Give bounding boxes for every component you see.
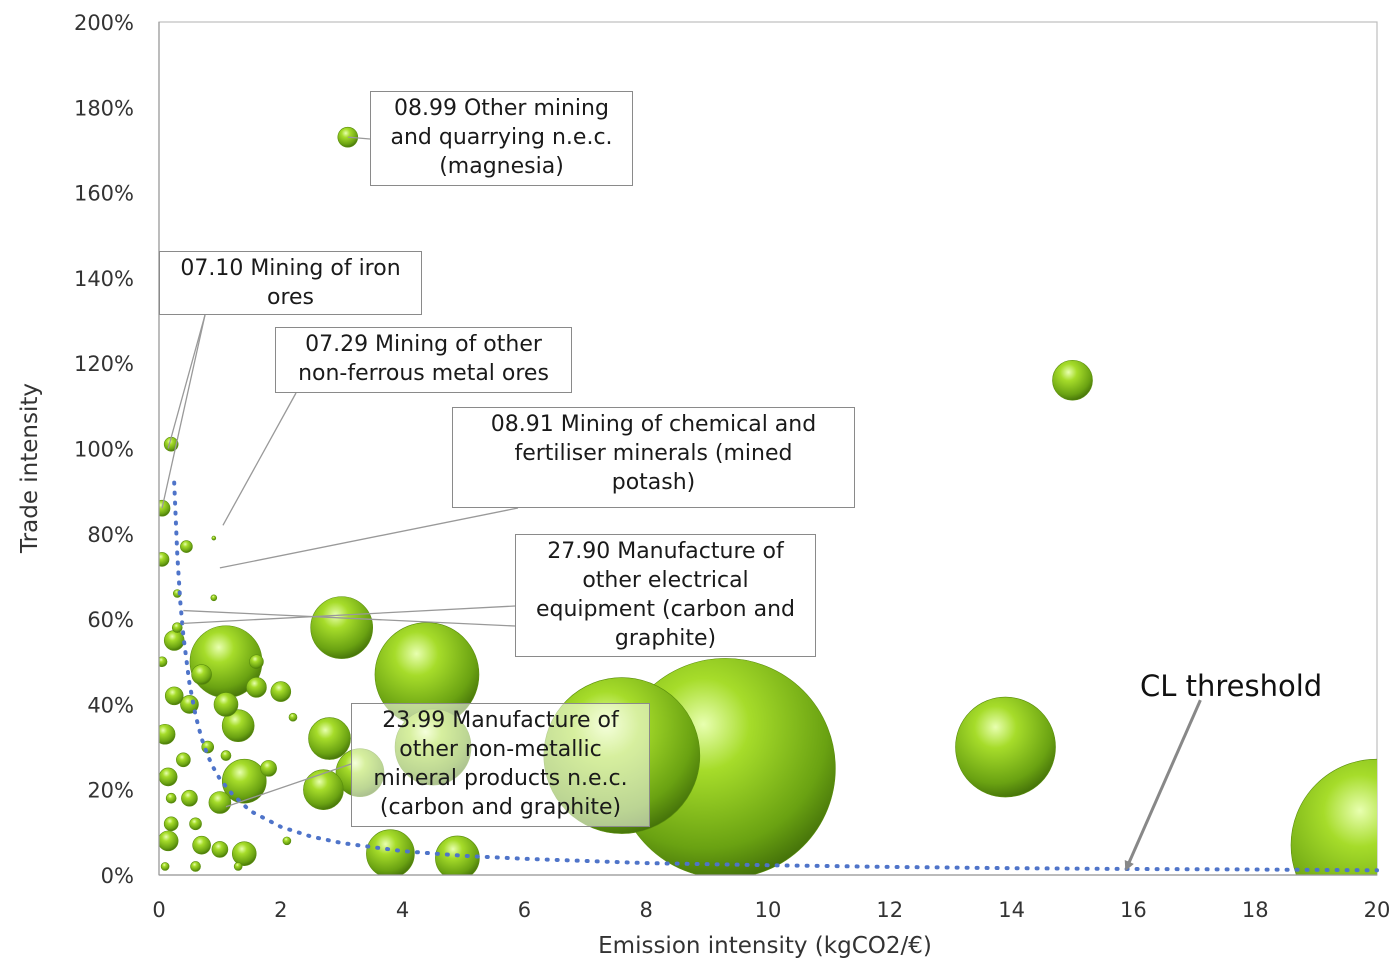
bubble-point xyxy=(233,862,243,871)
bubble-point xyxy=(190,861,201,872)
bubble-point xyxy=(303,769,344,811)
y-tick-label: 40% xyxy=(87,693,134,717)
x-tick-labels: 0 2 4 6 8 10 12 14 16 18 20 xyxy=(152,898,1390,922)
callout-leader xyxy=(347,136,371,140)
bubble-point xyxy=(955,696,1056,798)
y-tick-label: 140% xyxy=(74,267,134,291)
y-tick-label: 60% xyxy=(87,608,134,632)
x-tick-label: 6 xyxy=(518,898,531,922)
callout-leader-lines xyxy=(161,136,519,808)
bubble-point xyxy=(189,817,202,831)
bubble-point xyxy=(159,767,178,787)
bubble-point xyxy=(159,552,170,567)
bubble-point xyxy=(1290,758,1377,875)
cl-threshold-arrow xyxy=(1124,699,1202,872)
y-tick-label: 0% xyxy=(101,864,134,888)
bubble-point xyxy=(192,835,211,855)
bubble-point xyxy=(231,841,257,866)
bubble-point xyxy=(211,841,229,858)
callout-leader xyxy=(167,314,206,449)
x-tick-label: 12 xyxy=(876,898,903,922)
x-tick-label: 2 xyxy=(274,898,287,922)
bubble-point xyxy=(310,596,374,659)
bubble-point xyxy=(181,789,198,807)
y-tick-label: 180% xyxy=(74,96,134,120)
bubble-point xyxy=(435,835,480,875)
bubble-point xyxy=(159,656,168,668)
bubble-point xyxy=(180,540,193,553)
bubble-point xyxy=(260,760,277,777)
x-axis-label: Emission intensity (kgCO2/€) xyxy=(598,933,932,959)
bubble-point xyxy=(191,664,212,685)
bubble-point xyxy=(163,816,179,832)
y-tick-label: 160% xyxy=(74,182,134,206)
y-axis-label: Trade intensity xyxy=(17,383,43,554)
callout-electrical-equipment: 27.90 Manufacture of other electrical eq… xyxy=(515,534,816,657)
bubble-point xyxy=(282,836,292,846)
callout-leader xyxy=(161,314,206,509)
callout-leader xyxy=(225,763,352,808)
callout-magnesia: 08.99 Other mining and quarrying n.e.c. … xyxy=(370,91,633,186)
callout-leader xyxy=(183,609,516,627)
bubble-point xyxy=(221,709,255,743)
y-tick-label: 100% xyxy=(74,438,134,462)
x-tick-label: 10 xyxy=(755,898,782,922)
bubble-point xyxy=(176,752,191,768)
bubble-point xyxy=(159,723,176,745)
bubble-point xyxy=(270,681,292,702)
bubble-point xyxy=(171,622,183,633)
bubble-point xyxy=(210,594,218,602)
y-tick-labels: 0% 20% 40% 60% 80% 100% 120% 140% 160% 180% 200% xyxy=(74,11,134,888)
x-tick-label: 4 xyxy=(396,898,409,922)
y-tick-label: 20% xyxy=(87,779,134,803)
y-tick-label: 80% xyxy=(87,523,134,547)
bubble-point xyxy=(249,654,264,670)
bubble-point xyxy=(1052,359,1093,401)
x-tick-label: 14 xyxy=(998,898,1025,922)
y-tick-label: 200% xyxy=(74,11,134,35)
callout-non-ferrous-ores: 07.29 Mining of other non-ferrous metal … xyxy=(275,327,572,393)
x-tick-label: 18 xyxy=(1242,898,1269,922)
callout-leader xyxy=(222,392,297,526)
bubble-point xyxy=(221,758,267,804)
y-tick-label: 120% xyxy=(74,352,134,376)
bubble-point xyxy=(246,677,267,698)
cl-threshold-label: CL threshold xyxy=(1140,669,1323,703)
x-tick-label: 16 xyxy=(1120,898,1147,922)
bubble-point xyxy=(211,535,217,541)
callout-leader xyxy=(183,605,516,625)
x-tick-label: 20 xyxy=(1364,898,1391,922)
bubble-point xyxy=(165,792,177,804)
bubble-point xyxy=(159,830,179,852)
bubble-point xyxy=(159,499,171,517)
bubble-point xyxy=(208,791,232,814)
bubble-point xyxy=(288,712,298,722)
cl-threshold-curve xyxy=(172,480,1379,873)
bubble-point xyxy=(366,829,415,875)
bubble-point xyxy=(308,717,351,760)
bubble-point xyxy=(213,692,239,717)
callout-potash: 08.91 Mining of chemical and fertiliser … xyxy=(452,407,855,508)
x-tick-label: 8 xyxy=(640,898,653,922)
bubble-layer xyxy=(159,126,1377,875)
x-tick-label: 0 xyxy=(152,898,165,922)
callout-leader xyxy=(219,507,519,569)
bubble-point xyxy=(220,750,232,761)
bubble-point xyxy=(160,862,170,871)
callout-non-metallic-minerals: 23.99 Manufacture of other non-metallic … xyxy=(351,703,650,827)
bubble-point xyxy=(164,686,184,706)
callout-iron-ores: 07.10 Mining of iron ores xyxy=(159,251,422,315)
